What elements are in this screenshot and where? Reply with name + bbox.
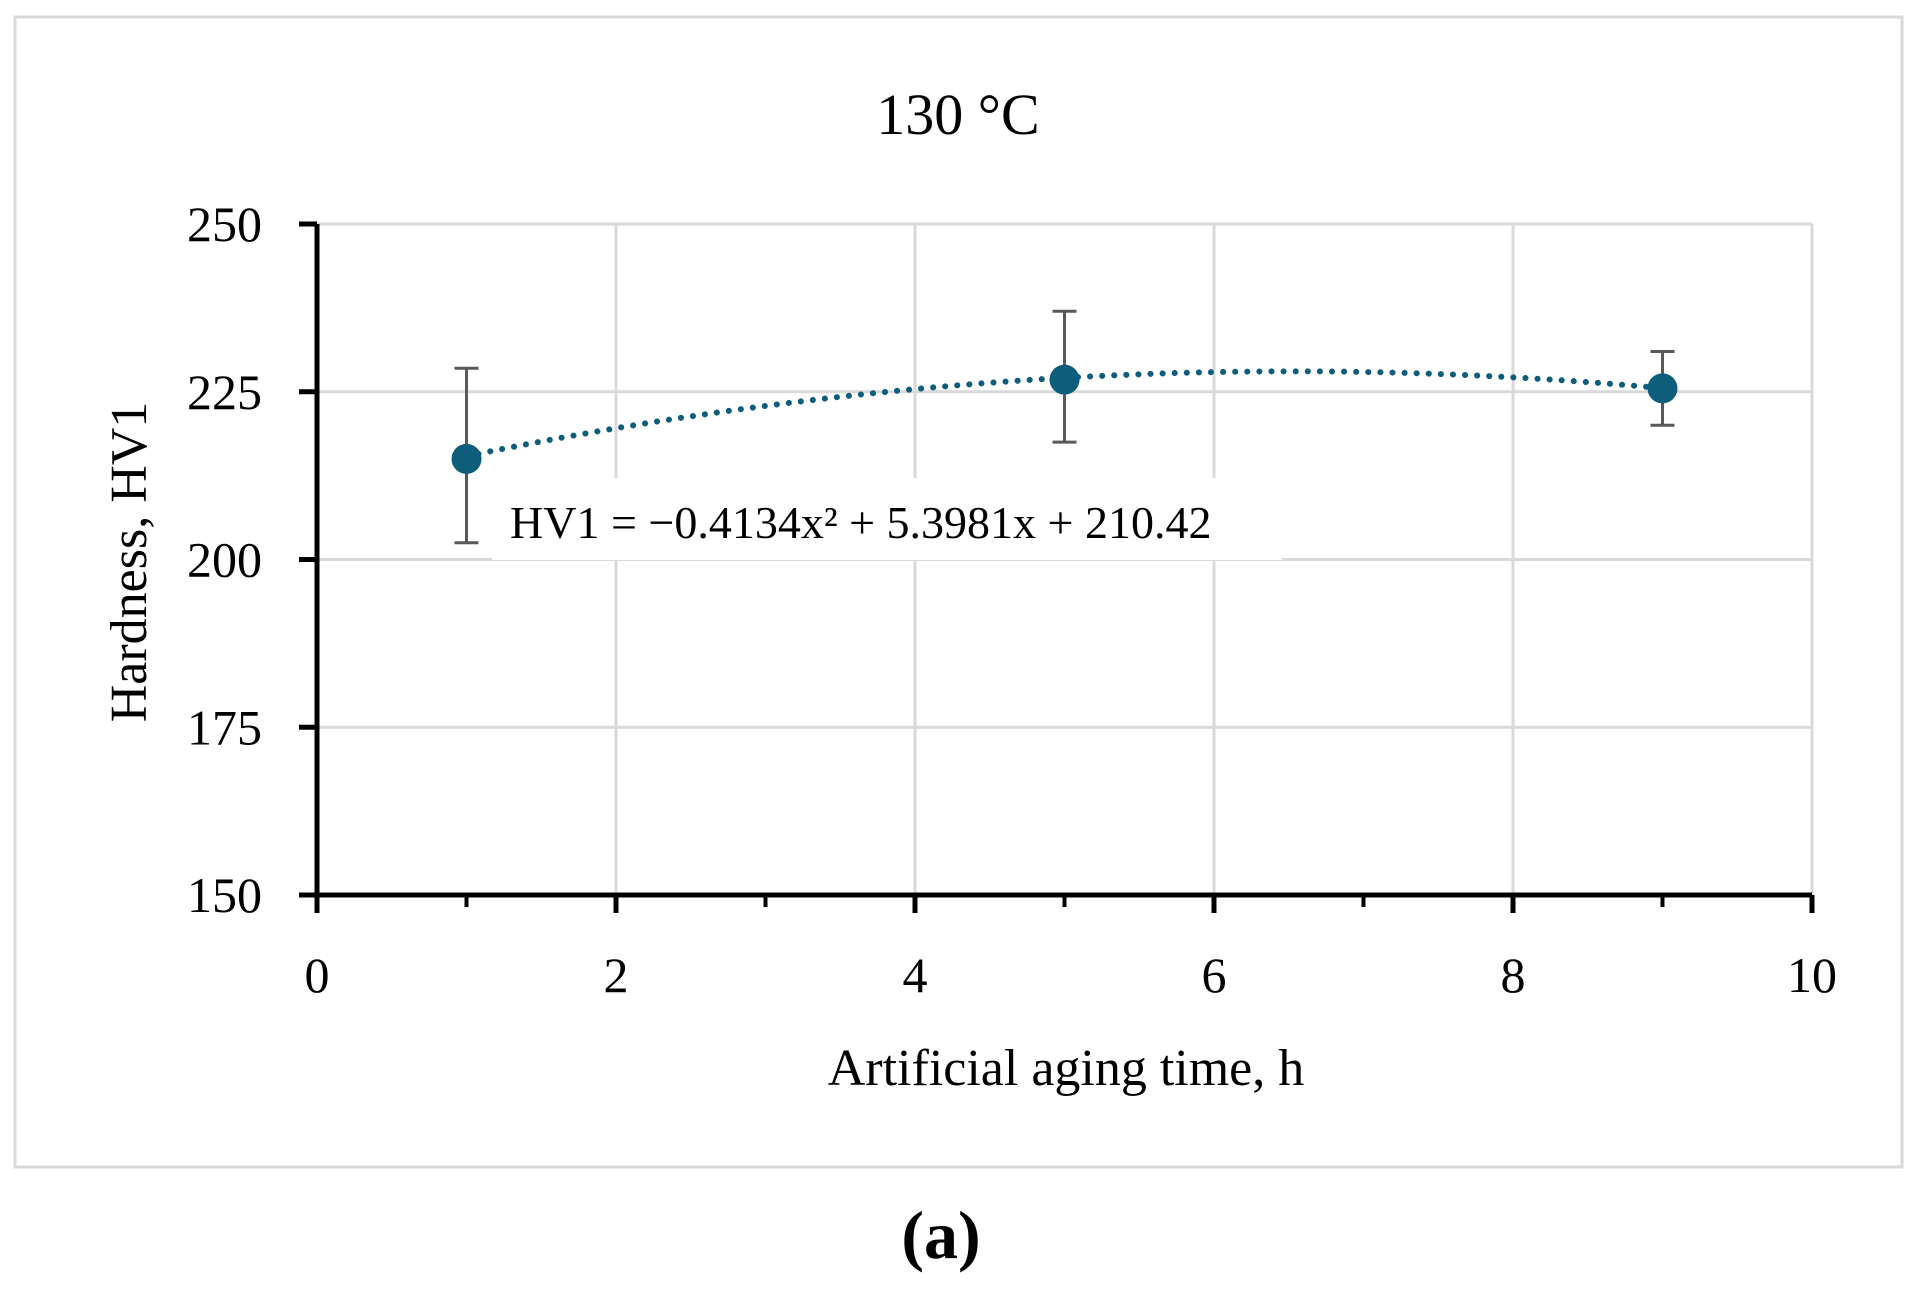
data-point	[1049, 364, 1080, 395]
chart-title: 130 °C	[876, 82, 1039, 147]
x-tick-label: 8	[1501, 947, 1526, 1003]
y-tick-label: 225	[187, 364, 262, 420]
data-points	[451, 364, 1678, 474]
chart-frame	[13, 15, 1904, 1169]
data-point	[1647, 373, 1678, 404]
y-tick-label: 200	[187, 532, 262, 588]
x-tick-label: 4	[903, 947, 928, 1003]
x-tick-label: 0	[305, 947, 330, 1003]
x-axis-label: Artificial aging time, h	[828, 1040, 1305, 1097]
x-tick-label: 2	[604, 947, 629, 1003]
equation-label-box	[492, 478, 1282, 560]
x-tick-label: 10	[1787, 947, 1837, 1003]
y-tick-label: 250	[187, 196, 262, 252]
data-point	[451, 443, 482, 474]
axes: 150 175 200 225 250 0 2 4 6 8 10	[187, 196, 1837, 1003]
panel-label: (a)	[901, 1197, 980, 1273]
equation-label: HV1 = −0.4134x² + 5.3981x + 210.42	[510, 497, 1212, 548]
y-tick-label: 150	[187, 867, 262, 923]
y-axis-label: Hardness, HV1	[101, 402, 158, 723]
y-tick-label: 175	[187, 699, 262, 755]
x-tick-label: 6	[1202, 947, 1227, 1003]
